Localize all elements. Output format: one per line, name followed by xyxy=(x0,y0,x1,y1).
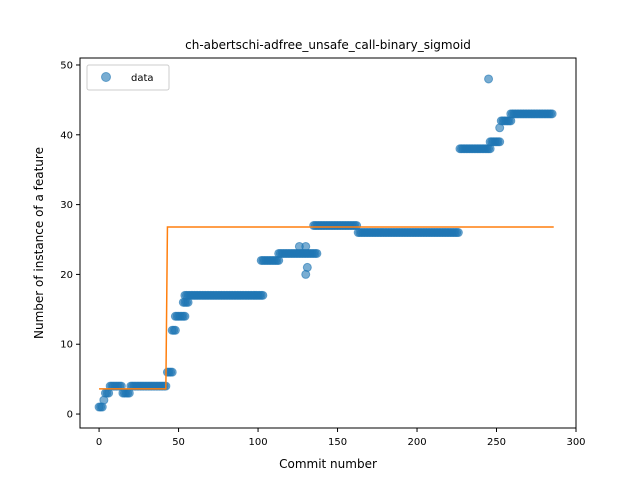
data-point xyxy=(495,137,505,147)
data-point xyxy=(302,262,312,272)
y-axis-ticks: 0 10 20 30 40 50 xyxy=(60,60,80,421)
y-tick-label: 40 xyxy=(60,130,73,141)
x-tick-label: 250 xyxy=(487,437,506,448)
x-tick-label: 100 xyxy=(249,437,268,448)
x-axis-label: Commit number xyxy=(279,457,377,471)
legend-marker-data xyxy=(101,72,111,82)
data-series xyxy=(94,74,557,412)
x-tick-label: 50 xyxy=(172,437,185,448)
legend-box xyxy=(86,64,170,91)
data-point xyxy=(258,290,268,300)
x-tick-label: 300 xyxy=(566,437,585,448)
y-tick-label: 20 xyxy=(60,270,73,281)
data-point xyxy=(167,367,177,377)
x-tick-label: 150 xyxy=(328,437,347,448)
x-tick-label: 0 xyxy=(96,437,102,448)
data-point xyxy=(312,248,322,258)
legend-label-data: data xyxy=(131,73,154,84)
data-point xyxy=(180,311,190,321)
x-tick-label: 200 xyxy=(407,437,426,448)
legend: data xyxy=(86,64,170,91)
data-point xyxy=(301,241,311,251)
y-axis-label: Number of instance of a feature xyxy=(32,147,46,339)
x-axis-ticks: 0 50 100 150 200 250 300 xyxy=(96,428,586,448)
y-tick-label: 30 xyxy=(60,200,73,211)
y-tick-label: 0 xyxy=(67,410,73,421)
plot-frame xyxy=(79,57,577,429)
y-tick-label: 10 xyxy=(60,340,73,351)
data-point xyxy=(547,109,557,119)
fit-line xyxy=(99,226,554,390)
plot-area xyxy=(94,74,557,412)
data-point xyxy=(453,228,463,238)
data-point xyxy=(170,325,180,335)
chart-title: ch-abertschi-adfree_unsafe_call-binary_s… xyxy=(185,38,471,52)
data-point xyxy=(484,74,494,84)
y-tick-label: 50 xyxy=(60,60,73,71)
